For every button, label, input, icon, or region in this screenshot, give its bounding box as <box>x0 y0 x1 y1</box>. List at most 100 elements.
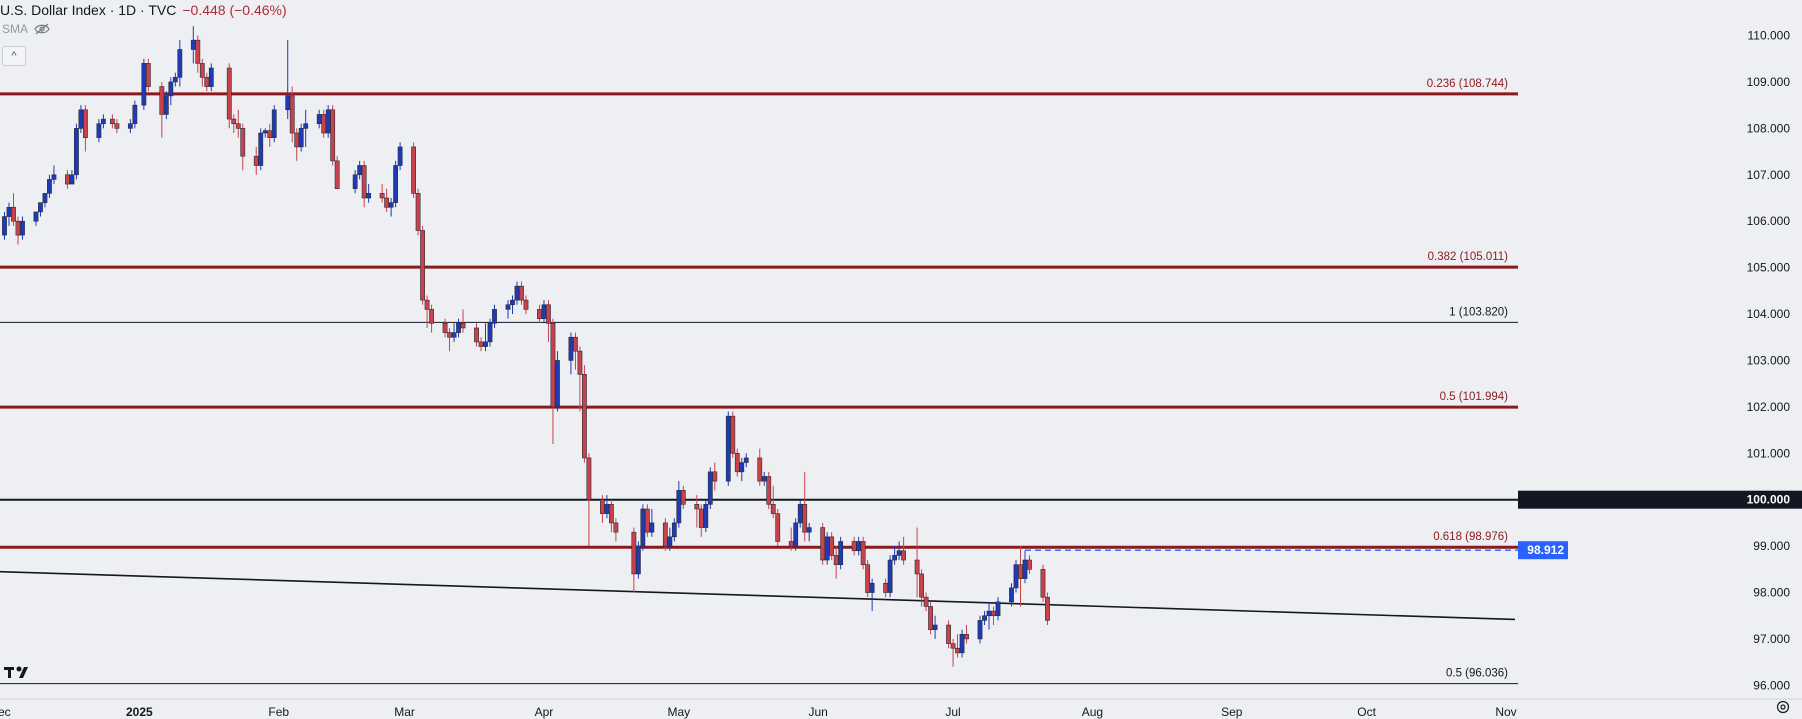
candle[interactable] <box>959 634 965 654</box>
candle[interactable] <box>851 541 857 552</box>
candle[interactable] <box>820 527 826 561</box>
candle[interactable] <box>537 309 542 319</box>
collapse-legend-button[interactable]: ^ <box>2 46 26 66</box>
candle[interactable] <box>38 202 43 213</box>
candle[interactable] <box>20 220 25 236</box>
candle[interactable] <box>523 299 529 310</box>
candle[interactable] <box>289 95 295 134</box>
candle[interactable] <box>235 123 241 129</box>
candle[interactable] <box>519 285 524 301</box>
candle[interactable] <box>838 541 844 565</box>
candle[interactable] <box>352 174 358 190</box>
candle[interactable] <box>550 323 556 408</box>
candle[interactable] <box>892 555 898 561</box>
candle[interactable] <box>986 610 992 617</box>
candle[interactable] <box>631 531 637 575</box>
candle[interactable] <box>1018 564 1023 579</box>
candle[interactable] <box>582 374 587 459</box>
candle[interactable] <box>635 545 641 575</box>
candle[interactable] <box>703 504 709 528</box>
candle[interactable] <box>483 341 488 347</box>
candle[interactable] <box>168 81 174 97</box>
candle[interactable] <box>492 309 497 324</box>
candle[interactable] <box>460 323 466 329</box>
candle[interactable] <box>919 573 924 598</box>
candle[interactable] <box>707 471 713 505</box>
candle[interactable] <box>159 86 165 115</box>
symbol-title[interactable]: U.S. Dollar Index · 1D · TVC <box>0 2 177 18</box>
candle[interactable] <box>955 647 960 654</box>
candle[interactable] <box>208 67 214 87</box>
candle[interactable] <box>298 128 304 148</box>
candle[interactable] <box>761 476 767 482</box>
candle[interactable] <box>271 109 277 138</box>
candle[interactable] <box>946 624 951 644</box>
candle[interactable] <box>69 174 75 185</box>
candle[interactable] <box>860 541 866 565</box>
candle[interactable] <box>379 193 385 199</box>
candle[interactable] <box>887 559 893 593</box>
candle[interactable] <box>33 211 39 222</box>
candle[interactable] <box>47 179 52 194</box>
candle[interactable] <box>361 165 367 199</box>
gear-icon[interactable] <box>1776 700 1790 714</box>
candle[interactable] <box>11 206 16 222</box>
candle[interactable] <box>649 522 655 533</box>
candle[interactable] <box>680 490 686 505</box>
candle[interactable] <box>510 299 515 306</box>
candle[interactable] <box>65 174 70 185</box>
candle[interactable] <box>964 634 969 640</box>
candle[interactable] <box>141 63 147 106</box>
candle[interactable] <box>397 146 403 166</box>
candle[interactable] <box>316 114 322 125</box>
candle[interactable] <box>730 415 736 454</box>
candle[interactable] <box>833 555 839 565</box>
candle[interactable] <box>802 504 808 533</box>
candle[interactable] <box>671 522 677 538</box>
last-price-badge[interactable] <box>1518 541 1568 560</box>
candle[interactable] <box>478 341 484 347</box>
candle[interactable] <box>199 63 205 78</box>
candle[interactable] <box>474 327 479 343</box>
candle[interactable] <box>613 522 619 533</box>
candle[interactable] <box>824 536 830 561</box>
candle[interactable] <box>739 462 745 473</box>
candle[interactable] <box>793 522 799 547</box>
candle[interactable] <box>923 596 929 607</box>
candle[interactable] <box>869 582 875 593</box>
candle[interactable] <box>770 504 776 514</box>
candle[interactable] <box>734 452 740 473</box>
candle[interactable] <box>743 457 749 463</box>
candle[interactable] <box>950 643 956 649</box>
trendline[interactable] <box>0 570 1516 621</box>
sma-label[interactable]: SMA <box>2 22 29 36</box>
candle[interactable] <box>190 39 196 50</box>
candle[interactable] <box>83 109 88 138</box>
candle[interactable] <box>788 541 794 547</box>
candle[interactable] <box>334 160 340 190</box>
candle[interactable] <box>78 109 84 129</box>
candle[interactable] <box>366 193 372 199</box>
candle[interactable] <box>640 508 646 547</box>
candle[interactable] <box>982 615 987 621</box>
candle[interactable] <box>694 504 700 510</box>
candle[interactable] <box>896 550 902 556</box>
candle[interactable] <box>321 114 327 134</box>
candle[interactable] <box>442 323 448 333</box>
candle[interactable] <box>303 123 309 129</box>
candle[interactable] <box>96 123 102 138</box>
candle[interactable] <box>172 77 178 83</box>
candle[interactable] <box>487 323 493 343</box>
candle[interactable] <box>600 499 605 514</box>
candle[interactable] <box>100 118 106 125</box>
candle[interactable] <box>127 123 133 129</box>
candle[interactable] <box>995 601 1001 617</box>
candle[interactable] <box>667 536 673 547</box>
candle[interactable] <box>676 490 682 524</box>
candle[interactable] <box>806 527 812 533</box>
candle[interactable] <box>541 304 547 319</box>
candle[interactable] <box>1022 559 1028 579</box>
eye-slash-icon[interactable] <box>34 23 50 35</box>
candle[interactable] <box>766 476 772 505</box>
candle[interactable] <box>856 541 862 552</box>
